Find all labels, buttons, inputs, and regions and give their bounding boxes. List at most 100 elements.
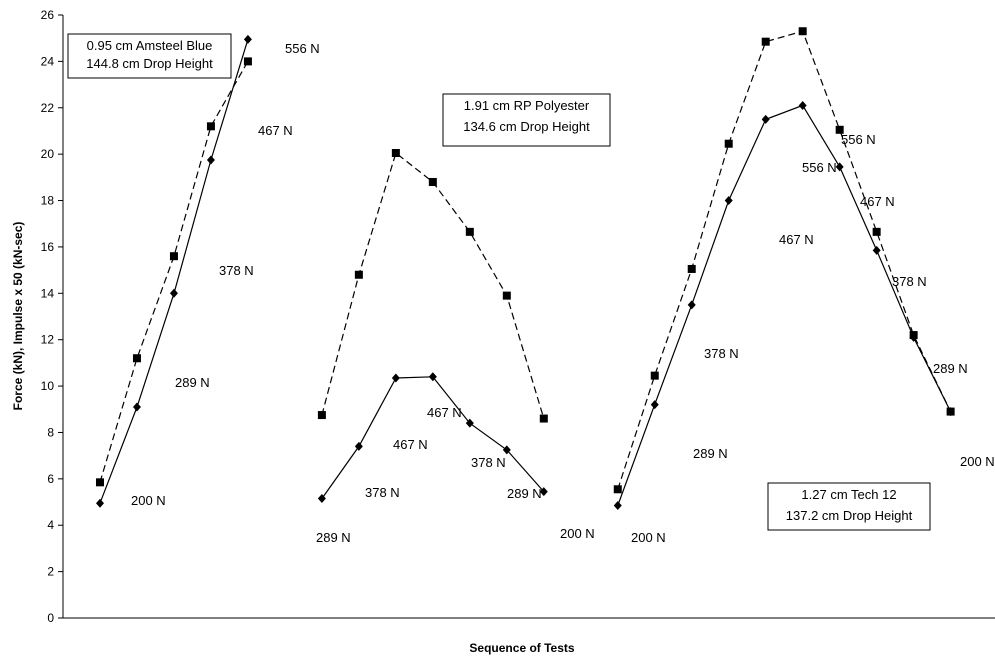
load-label: 289 N xyxy=(175,375,210,390)
y-tick-label: 0 xyxy=(47,611,54,625)
y-tick-label: 12 xyxy=(41,333,55,347)
load-label: 556 N xyxy=(285,41,320,56)
label-box-frame xyxy=(442,93,611,147)
y-tick-label: 14 xyxy=(41,286,55,300)
square-marker xyxy=(761,37,770,46)
load-label: 467 N xyxy=(860,194,895,209)
square-marker xyxy=(354,270,363,279)
label-box: 1.27 cm Tech 12 137.2 cm Drop Height xyxy=(767,482,931,531)
label-box-text: 1.27 cm Tech 12 xyxy=(801,487,896,502)
diamond-marker xyxy=(761,114,770,124)
y-tick-label: 24 xyxy=(41,54,55,68)
annotations: 200 N 289 N 378 N 467 N 556 N 289 N 378 N 467 N… xyxy=(131,41,995,545)
y-tick-label: 26 xyxy=(41,8,55,22)
square-marker xyxy=(206,122,215,131)
load-label: 378 N xyxy=(219,263,254,278)
load-label: 200 N xyxy=(631,530,666,545)
label-box-text: 0.95 cm Amsteel Blue xyxy=(87,38,213,53)
load-label: 289 N xyxy=(507,486,542,501)
label-box-text: 137.2 cm Drop Height xyxy=(786,508,913,523)
square-marker xyxy=(465,227,474,236)
y-axis-label: Force (kN), Impulse x 50 (kN-sec) xyxy=(11,222,25,411)
load-label: 467 N xyxy=(393,437,428,452)
square-marker xyxy=(95,478,104,487)
square-marker xyxy=(872,227,881,236)
diamond-marker xyxy=(391,373,400,383)
square-marker xyxy=(132,354,141,363)
diamond-marker xyxy=(502,445,511,455)
square-marker xyxy=(798,27,807,36)
load-label: 556 N xyxy=(802,160,837,175)
load-label: 289 N xyxy=(693,446,728,461)
y-tick-label: 2 xyxy=(47,565,54,579)
label-box: 0.95 cm Amsteel Blue 144.8 cm Drop Height xyxy=(67,33,232,79)
series-solid-line xyxy=(321,376,545,499)
square-marker xyxy=(243,57,252,66)
series-solid-line xyxy=(617,104,952,506)
diamond-marker xyxy=(872,245,881,255)
square-marker xyxy=(317,411,326,420)
load-label: 200 N xyxy=(960,454,995,469)
y-tick-label: 10 xyxy=(41,379,55,393)
diamond-marker xyxy=(317,494,326,504)
y-tick-label: 8 xyxy=(47,425,54,439)
y-tick-label: 22 xyxy=(41,101,55,115)
diamond-marker xyxy=(650,400,659,410)
square-marker xyxy=(391,148,400,157)
load-label: 467 N xyxy=(258,123,293,138)
load-label: 378 N xyxy=(704,346,739,361)
diamond-marker xyxy=(132,402,141,412)
square-marker xyxy=(169,252,178,261)
diamond-marker xyxy=(169,288,178,298)
label-boxes: 0.95 cm Amsteel Blue 144.8 cm Drop Height… xyxy=(67,33,931,531)
series xyxy=(95,27,955,511)
x-axis-label: Sequence of Tests xyxy=(469,641,574,655)
label-box-text: 144.8 cm Drop Height xyxy=(86,56,213,71)
square-marker xyxy=(650,371,659,380)
label-box-frame xyxy=(67,33,232,79)
load-label: 200 N xyxy=(560,526,595,541)
load-label: 467 N xyxy=(779,232,814,247)
diamond-marker xyxy=(354,441,363,451)
diamond-marker xyxy=(465,418,474,428)
y-tick-label: 16 xyxy=(41,240,55,254)
diamond-marker xyxy=(539,487,548,497)
square-marker xyxy=(835,125,844,134)
label-box: 1.91 cm RP Polyester 134.6 cm Drop Height xyxy=(442,93,611,147)
load-label: 200 N xyxy=(131,493,166,508)
y-tick-label: 4 xyxy=(47,518,54,532)
series-dashed-line xyxy=(617,30,952,490)
square-marker xyxy=(724,139,733,148)
y-tick-label: 18 xyxy=(41,194,55,208)
load-label: 289 N xyxy=(933,361,968,376)
square-marker xyxy=(687,264,696,273)
load-label: 378 N xyxy=(892,274,927,289)
square-marker xyxy=(613,485,622,494)
diamond-marker xyxy=(206,155,215,165)
load-label: 289 N xyxy=(316,530,351,545)
diamond-marker xyxy=(835,162,844,172)
load-label: 556 N xyxy=(841,132,876,147)
y-tick-label: 6 xyxy=(47,472,54,486)
diamond-marker xyxy=(243,34,252,44)
diamond-marker xyxy=(428,372,437,382)
diamond-marker xyxy=(613,501,622,511)
label-box-text: 1.91 cm RP Polyester xyxy=(464,98,590,113)
series-dashed-line xyxy=(99,61,249,483)
diamond-marker xyxy=(946,407,955,417)
diamond-marker xyxy=(724,196,733,206)
diamond-marker xyxy=(687,300,696,310)
diamond-marker xyxy=(909,332,918,342)
square-marker xyxy=(539,414,548,423)
square-marker xyxy=(428,177,437,186)
label-box-frame xyxy=(767,482,931,531)
diamond-marker xyxy=(95,498,104,508)
load-label: 378 N xyxy=(365,485,400,500)
square-marker xyxy=(502,291,511,300)
label-box-text: 134.6 cm Drop Height xyxy=(463,119,590,134)
diamond-marker xyxy=(798,100,807,110)
load-label: 378 N xyxy=(471,455,506,470)
y-tick-label: 20 xyxy=(41,147,55,161)
